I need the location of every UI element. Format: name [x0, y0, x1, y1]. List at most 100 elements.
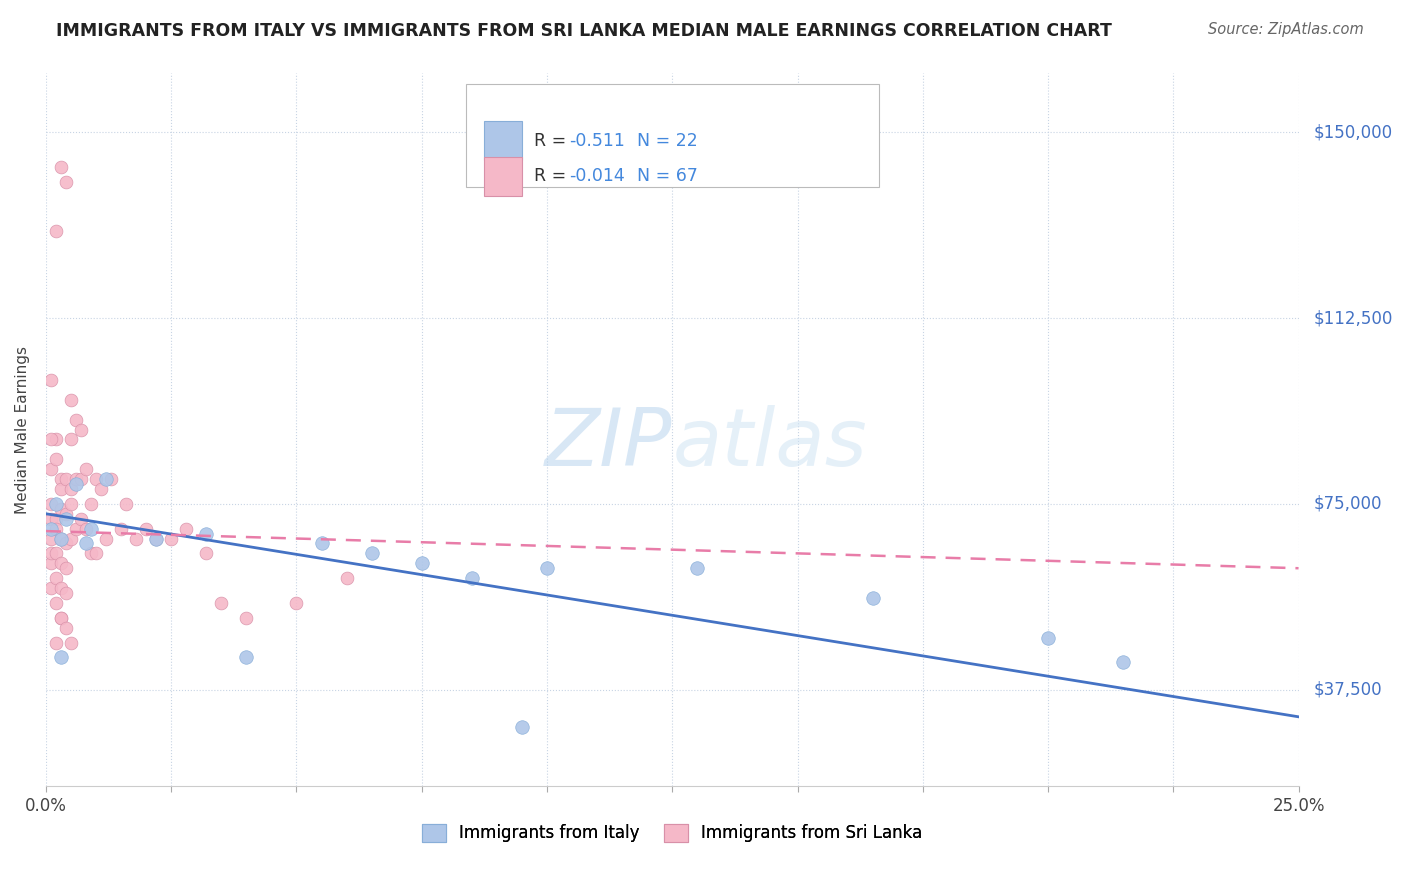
Point [90, 482, 112, 496]
Point [45, 433, 67, 447]
Point [100, 472, 122, 486]
Point [60, 482, 83, 496]
Point [94, 532, 117, 546]
Y-axis label: Median Male Earnings: Median Male Earnings [15, 345, 30, 514]
Point [39, 497, 62, 511]
Point [80, 497, 103, 511]
Point [70, 423, 93, 437]
Point [45, 224, 67, 238]
Text: -0.014: -0.014 [569, 168, 626, 186]
Point [45, 522, 67, 536]
Text: ZIP: ZIP [546, 405, 672, 483]
Point [39, 522, 62, 536]
Point [39, 532, 62, 546]
Point [45, 635, 67, 649]
Point [49, 472, 72, 486]
Point [60, 433, 83, 447]
Point [75, 462, 97, 476]
Point [55, 586, 77, 600]
Point [39, 462, 62, 476]
Text: R =: R = [534, 132, 572, 150]
Point [235, 611, 257, 625]
Point [195, 546, 218, 560]
Point [65, 477, 87, 491]
Point [195, 526, 218, 541]
Point [65, 412, 87, 426]
Text: IMMIGRANTS FROM ITALY VS IMMIGRANTS FROM SRI LANKA MEDIAN MALE EARNINGS CORRELAT: IMMIGRANTS FROM ITALY VS IMMIGRANTS FROM… [56, 22, 1112, 40]
Point [49, 611, 72, 625]
Point [45, 452, 67, 467]
Point [45, 512, 67, 526]
Point [49, 532, 72, 546]
Point [60, 532, 83, 546]
Point [75, 536, 97, 550]
Point [60, 497, 83, 511]
Point [49, 650, 72, 665]
Point [160, 532, 183, 546]
Point [55, 621, 77, 635]
Point [55, 536, 77, 550]
Text: $75,000: $75,000 [1313, 495, 1382, 513]
Point [39, 581, 62, 595]
Point [1112, 656, 1135, 670]
Point [70, 512, 93, 526]
Point [39, 373, 62, 387]
Point [65, 522, 87, 536]
Text: atlas: atlas [672, 405, 868, 483]
Point [75, 522, 97, 536]
Point [65, 472, 87, 486]
Point [174, 522, 197, 536]
Point [862, 591, 884, 605]
Point [45, 497, 67, 511]
Point [110, 522, 132, 536]
Text: $150,000: $150,000 [1313, 123, 1393, 142]
Point [311, 536, 333, 550]
Point [45, 596, 67, 610]
FancyBboxPatch shape [485, 157, 522, 196]
Point [55, 507, 77, 521]
Point [336, 571, 359, 585]
Point [686, 561, 709, 575]
Point [39, 512, 62, 526]
FancyBboxPatch shape [485, 121, 522, 161]
Point [49, 160, 72, 174]
Point [55, 472, 77, 486]
Point [80, 546, 103, 560]
Point [49, 611, 72, 625]
Point [49, 482, 72, 496]
Point [536, 561, 558, 575]
Point [39, 556, 62, 570]
Point [510, 720, 533, 734]
Point [49, 556, 72, 570]
Point [39, 433, 62, 447]
Point [49, 532, 72, 546]
Point [55, 561, 77, 575]
Point [209, 596, 232, 610]
Point [145, 532, 167, 546]
Point [55, 512, 77, 526]
Text: Source: ZipAtlas.com: Source: ZipAtlas.com [1208, 22, 1364, 37]
Text: R =: R = [534, 168, 572, 186]
Point [84, 546, 107, 560]
Point [125, 532, 148, 546]
Text: -0.511: -0.511 [569, 132, 626, 150]
Point [1036, 631, 1059, 645]
Point [135, 522, 157, 536]
Point [60, 392, 83, 407]
Point [55, 175, 77, 189]
Point [60, 635, 83, 649]
Point [235, 650, 257, 665]
Point [45, 571, 67, 585]
Point [285, 596, 308, 610]
Point [39, 546, 62, 560]
Point [80, 522, 103, 536]
FancyBboxPatch shape [465, 84, 879, 187]
Point [461, 571, 484, 585]
Point [49, 581, 72, 595]
Text: $112,500: $112,500 [1313, 310, 1393, 327]
Point [94, 472, 117, 486]
Point [45, 546, 67, 560]
Point [145, 532, 167, 546]
Point [49, 501, 72, 516]
Point [70, 472, 93, 486]
